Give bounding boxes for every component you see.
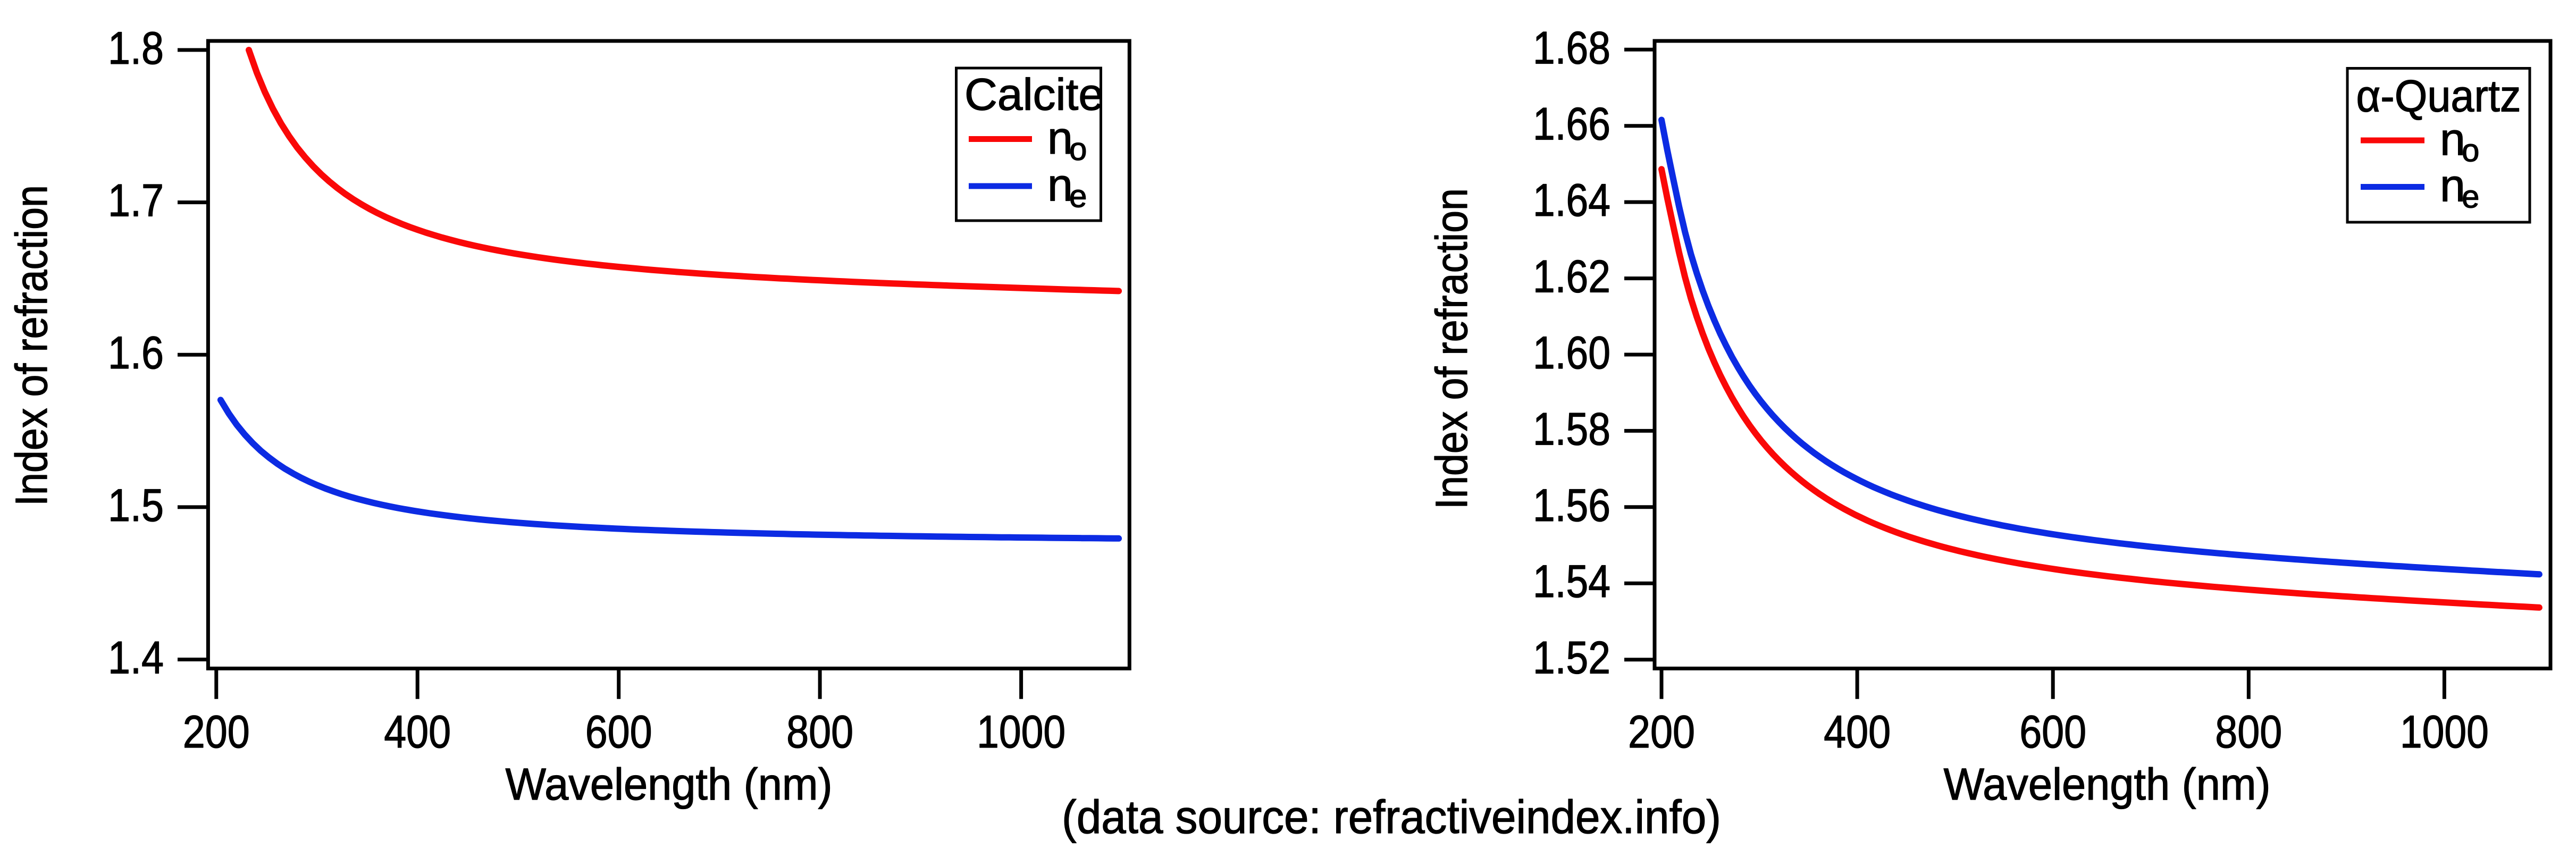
svg-text:1.7: 1.7 xyxy=(108,175,164,226)
svg-text:1.8: 1.8 xyxy=(108,23,164,74)
svg-text:o: o xyxy=(2462,133,2479,169)
svg-text:Calcite: Calcite xyxy=(964,70,1104,120)
svg-text:n: n xyxy=(2440,161,2465,212)
svg-text:200: 200 xyxy=(1628,707,1695,758)
svg-text:1000: 1000 xyxy=(977,707,1065,758)
svg-text:1.68: 1.68 xyxy=(1533,22,1610,73)
svg-text:Wavelength (nm): Wavelength (nm) xyxy=(506,759,833,809)
svg-text:1.4: 1.4 xyxy=(108,633,164,684)
svg-text:Wavelength (nm): Wavelength (nm) xyxy=(1944,759,2271,809)
svg-text:1.56: 1.56 xyxy=(1533,480,1610,531)
svg-text:1000: 1000 xyxy=(2400,707,2489,758)
svg-text:1.6: 1.6 xyxy=(108,327,164,379)
svg-text:1.52: 1.52 xyxy=(1533,633,1610,684)
svg-text:1.60: 1.60 xyxy=(1533,327,1610,379)
svg-text:600: 600 xyxy=(2019,707,2086,758)
svg-text:800: 800 xyxy=(786,707,853,758)
svg-text:800: 800 xyxy=(2215,707,2282,758)
svg-text:n: n xyxy=(1047,160,1073,211)
svg-text:400: 400 xyxy=(384,707,451,758)
svg-text:o: o xyxy=(1069,131,1087,167)
svg-text:e: e xyxy=(2462,179,2479,215)
svg-text:1.66: 1.66 xyxy=(1533,99,1610,150)
svg-text:400: 400 xyxy=(1824,707,1891,758)
svg-text:1.5: 1.5 xyxy=(108,480,164,531)
svg-text:e: e xyxy=(1069,179,1087,214)
svg-text:1.64: 1.64 xyxy=(1533,175,1610,226)
svg-text:1.58: 1.58 xyxy=(1533,404,1610,455)
svg-text:1.62: 1.62 xyxy=(1533,251,1610,303)
svg-text:(data source: refractiveindex.: (data source: refractiveindex.info) xyxy=(1062,791,1721,843)
svg-text:1.54: 1.54 xyxy=(1533,556,1610,607)
svg-text:Index of refraction: Index of refraction xyxy=(1427,188,1476,509)
svg-text:200: 200 xyxy=(183,707,250,758)
svg-text:α-Quartz: α-Quartz xyxy=(2356,71,2521,121)
svg-text:n: n xyxy=(2440,114,2465,165)
svg-text:600: 600 xyxy=(585,707,652,758)
svg-text:n: n xyxy=(1047,113,1073,164)
svg-text:Index of refraction: Index of refraction xyxy=(6,185,56,506)
